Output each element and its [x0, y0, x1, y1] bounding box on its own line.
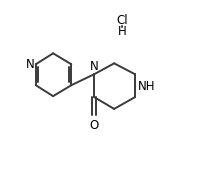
- Text: NH: NH: [137, 80, 155, 93]
- Text: O: O: [90, 119, 99, 132]
- Text: H: H: [118, 25, 127, 38]
- Text: Cl: Cl: [116, 14, 128, 27]
- Text: N: N: [26, 58, 35, 71]
- Text: N: N: [90, 60, 99, 73]
